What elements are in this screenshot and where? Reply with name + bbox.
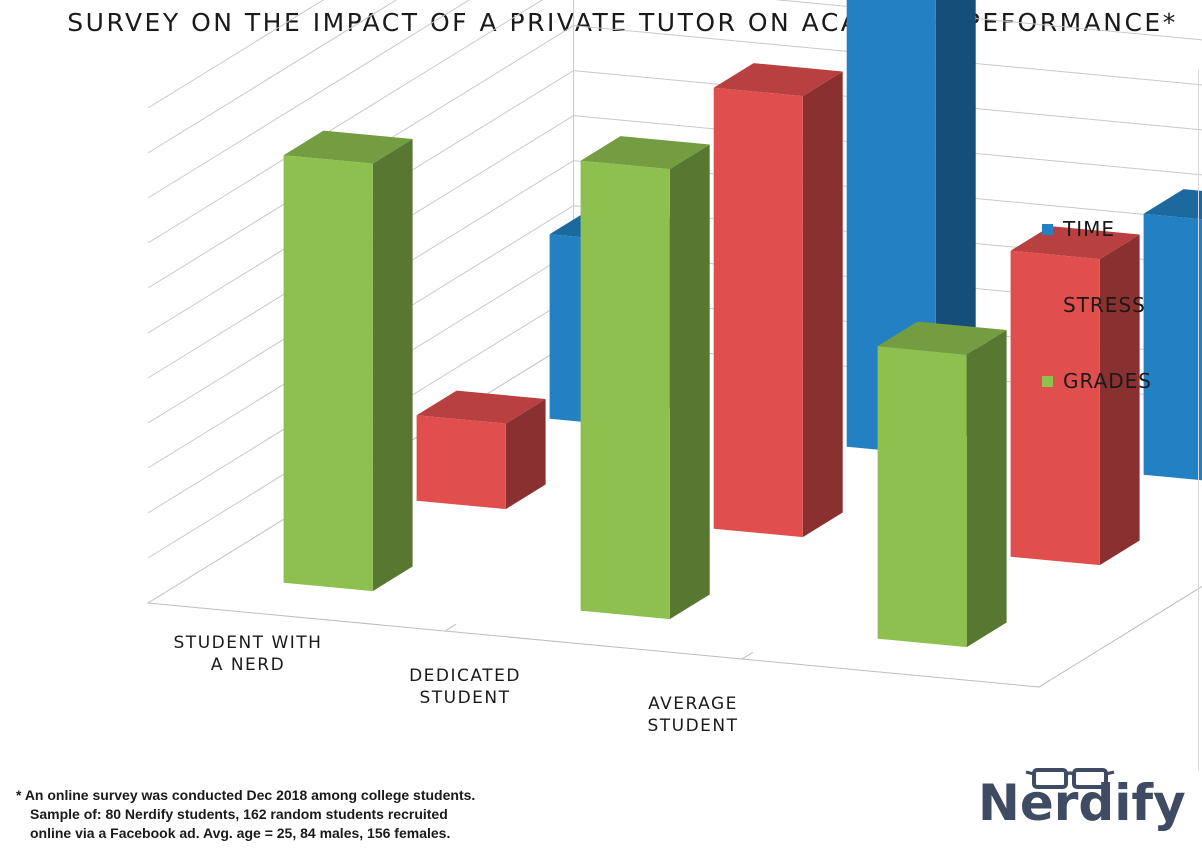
bar-side-face [669,144,710,620]
bar-top-face [580,136,710,170]
bar-side-face [802,71,843,538]
legend-swatch-time [1042,223,1053,235]
bar-grades-1 [283,130,413,592]
bar-side-face [966,330,1007,648]
legend-label-time: TIME [1063,217,1116,241]
gridline-left-wall [147,0,544,244]
bar-stress-1 [416,390,546,510]
category-label-line: STUDENT [419,688,511,708]
bar-side-face [372,139,413,592]
legend-item-stress: STRESS [1042,290,1146,320]
bar-front-face [1010,250,1100,566]
divider [1198,70,1199,770]
legend-label-grades: GRADES [1063,369,1152,393]
bar-top-face [713,63,843,97]
gridline-left-wall [147,0,398,154]
survey-footnote: * An online survey was conducted Dec 201… [16,786,576,843]
category-label-dedicated-student: DEDICATED STUDENT [350,665,580,709]
bar-front-face [580,160,670,620]
floor-tick [741,652,753,660]
gridline-left-wall [147,0,325,109]
floor-tick [1038,680,1050,688]
gridline-back-wall [573,25,1202,86]
legend-swatch-stress [1042,299,1053,311]
bar-front-face [713,87,803,538]
footnote-line: * An online survey was conducted Dec 201… [16,787,476,803]
bar-front-face [877,346,967,648]
category-label-average-student: AVERAGE STUDENT [578,693,808,737]
bar-side-face [1099,234,1140,566]
bar-front-face [416,415,506,510]
nerdify-logo: Nerdify [978,768,1186,838]
bar-stress-3 [1010,226,1140,566]
legend-item-time: TIME [1042,214,1115,244]
category-label-line: DEDICATED [409,666,521,686]
legend-swatch-grades [1042,375,1053,387]
footnote-line: Sample of: 80 Nerdify students, 162 rand… [30,806,448,822]
glasses-icon [1025,768,1115,789]
category-label-student-with-a-nerd: STUDENT WITH A NERD [128,632,368,676]
category-label-line: A NERD [210,655,286,675]
bar-top-face [283,130,413,164]
chart-bars [283,0,1202,648]
bar-grades-3 [877,321,1007,648]
floor-tick [444,624,456,632]
footnote-line: online via a Facebook ad. Avg. age = 25,… [30,825,451,841]
bar-top-face [416,390,546,424]
legend-item-grades: GRADES [1042,366,1152,396]
bar-top-face [877,321,1007,355]
bar-side-face [505,399,546,510]
bar-front-face [1143,213,1202,481]
legend-label-stress: STRESS [1063,293,1146,317]
category-label-line: STUDENT [647,716,739,736]
gridline-left-wall [147,0,471,199]
bar-time-3 [1143,189,1202,481]
bar-front-face [283,155,373,592]
logo-wordmark: Nerdify [978,774,1186,832]
category-label-line: AVERAGE [648,694,738,714]
chart-title: SURVEY ON THE IMPACT OF A PRIVATE TUTOR … [67,8,1178,37]
category-label-line: STUDENT WITH [173,633,323,653]
bar-stress-2 [713,63,843,538]
bar-top-face [1143,189,1202,220]
bar-grades-2 [580,136,710,620]
gridline-back-wall [774,0,1202,41]
